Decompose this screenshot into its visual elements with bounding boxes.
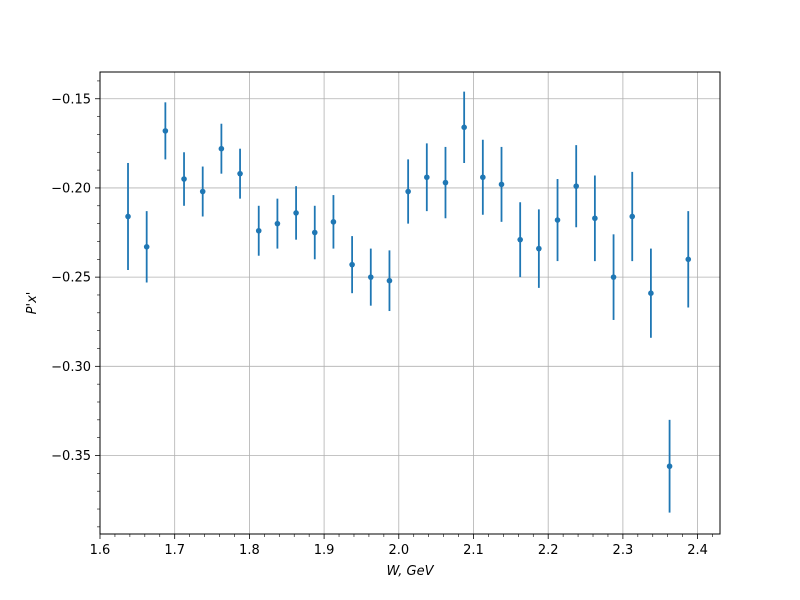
data-point xyxy=(274,220,281,227)
y-tick-label: −0.25 xyxy=(51,271,91,286)
data-point xyxy=(255,227,262,234)
x-tick-label: 2.3 xyxy=(613,543,634,558)
x-tick-label: 2.4 xyxy=(687,543,708,558)
data-point xyxy=(648,290,654,296)
data-point xyxy=(237,170,243,177)
x-tick-label: 1.6 xyxy=(90,543,111,558)
x-tick-label: 1.9 xyxy=(314,543,335,558)
grid-lines xyxy=(99,72,720,534)
plot-frame xyxy=(99,71,721,535)
y-tick-label: −0.30 xyxy=(51,360,91,375)
data-point xyxy=(367,274,374,280)
data-point xyxy=(311,229,318,236)
data-points xyxy=(125,124,692,470)
y-axis-ticks: −0.35 −0.30 −0.25 −0.20 −0.15 xyxy=(51,80,100,528)
data-point xyxy=(554,217,561,223)
x-tick-label: 2.0 xyxy=(388,543,409,558)
y-tick-label: −0.15 xyxy=(51,92,91,107)
x-axis-ticks: 1.6 1.7 1.8 1.9 2.0 2.1 2.2 2.3 2.4 xyxy=(90,534,713,558)
y-axis-label: P'x' xyxy=(25,292,40,315)
data-point xyxy=(405,188,411,195)
y-tick-label: −0.20 xyxy=(51,181,91,196)
data-point xyxy=(629,213,636,220)
x-tick-label: 1.8 xyxy=(239,543,260,558)
data-point xyxy=(181,176,187,182)
data-point xyxy=(143,244,150,250)
data-point xyxy=(536,245,542,252)
x-tick-label: 2.1 xyxy=(463,543,484,558)
data-point xyxy=(218,145,225,152)
x-tick-label: 2.2 xyxy=(538,543,559,558)
data-point xyxy=(517,236,523,243)
data-point xyxy=(592,215,598,222)
data-point xyxy=(573,183,580,189)
data-point xyxy=(424,174,430,181)
data-point xyxy=(480,174,486,181)
data-point xyxy=(349,261,355,268)
data-point xyxy=(125,213,131,220)
data-point xyxy=(442,179,449,186)
x-tick-label: 1.7 xyxy=(164,543,185,558)
x-axis-label: W, GeV xyxy=(386,564,434,579)
data-point xyxy=(330,219,337,225)
data-point xyxy=(293,210,299,216)
data-point xyxy=(666,463,673,470)
data-point xyxy=(461,124,467,131)
data-point xyxy=(162,128,169,134)
data-point xyxy=(199,188,206,195)
data-point xyxy=(386,277,393,284)
y-tick-label: −0.35 xyxy=(51,449,91,464)
data-point xyxy=(685,256,692,263)
data-point xyxy=(498,181,505,188)
data-point xyxy=(610,274,617,280)
